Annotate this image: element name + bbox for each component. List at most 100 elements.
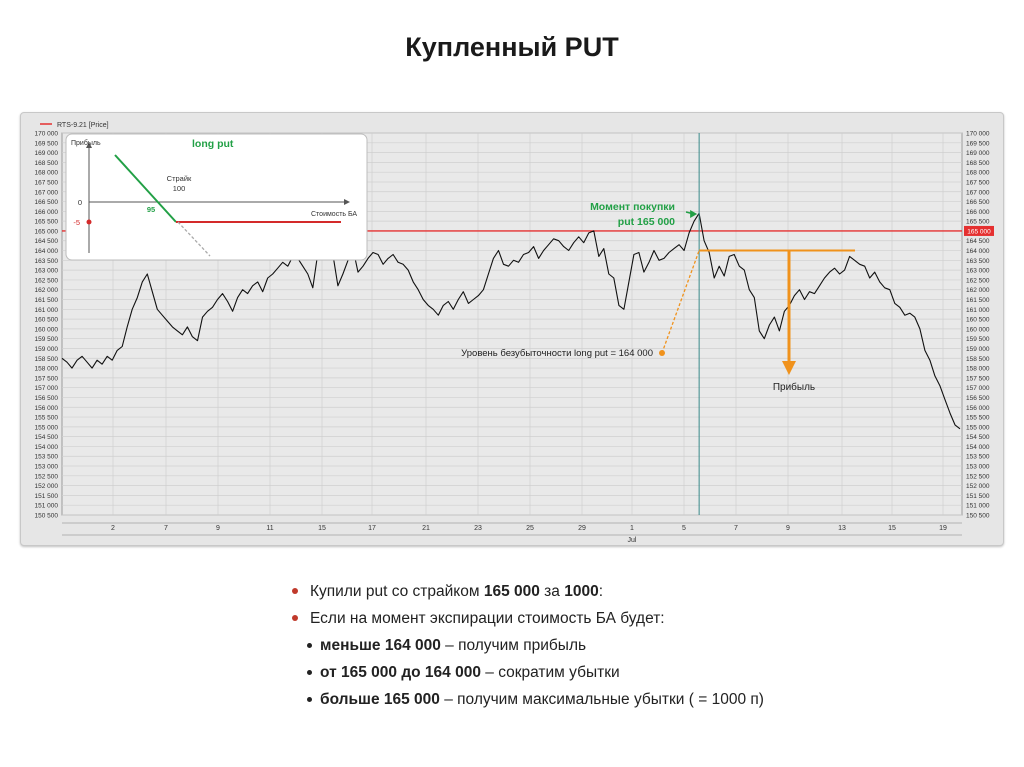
y-tick-label-right: 167 500 bbox=[966, 179, 990, 186]
y-tick-label-right: 158 500 bbox=[966, 356, 990, 363]
bullet-dot bbox=[292, 615, 298, 621]
y-tick-label-right: 160 500 bbox=[966, 317, 990, 324]
y-tick-label-right: 152 000 bbox=[966, 483, 990, 490]
y-tick-label-right: 162 500 bbox=[966, 277, 990, 284]
y-tick-label-left: 167 500 bbox=[35, 179, 59, 186]
bullet-text: 1000 bbox=[564, 583, 599, 600]
y-tick-label-left: 156 500 bbox=[35, 395, 59, 402]
y-tick-label-left: 152 000 bbox=[35, 483, 59, 490]
y-tick-label-right: 156 000 bbox=[966, 405, 990, 412]
x-tick-label: 1 bbox=[630, 525, 634, 532]
x-tick-label: 2 bbox=[111, 525, 115, 532]
profit-label: Прибыль bbox=[773, 381, 815, 393]
y-tick-label-left: 164 500 bbox=[35, 238, 59, 245]
inset-strike-value: 100 bbox=[173, 184, 186, 193]
y-tick-label-right: 163 500 bbox=[966, 258, 990, 265]
bullet-text: – получим максимальные убытки ( = 1000 п… bbox=[439, 691, 764, 708]
x-tick-label: 15 bbox=[318, 525, 326, 532]
y-tick-label-left: 150 500 bbox=[35, 513, 59, 520]
y-tick-label-right: 151 000 bbox=[966, 503, 990, 510]
inset-box bbox=[65, 133, 368, 261]
y-tick-label-right: 160 000 bbox=[966, 326, 990, 333]
y-tick-label-left: 168 000 bbox=[35, 170, 59, 177]
inset-title: long put bbox=[192, 138, 234, 150]
y-tick-label-right: 164 500 bbox=[966, 238, 990, 245]
y-tick-label-right: 168 500 bbox=[966, 160, 990, 167]
y-tick-label-left: 160 000 bbox=[35, 326, 59, 333]
inset-x-axis-arrow bbox=[344, 199, 350, 205]
x-tick-label: 9 bbox=[216, 525, 220, 532]
y-tick-label-left: 169 500 bbox=[35, 140, 59, 147]
y-tick-label-right: 163 000 bbox=[966, 268, 990, 275]
bullet-text: – сократим убытки bbox=[480, 664, 620, 681]
y-tick-label-right: 150 500 bbox=[966, 513, 990, 520]
bullet-text: – получим прибыль bbox=[440, 637, 587, 654]
y-tick-label-left: 157 000 bbox=[35, 385, 59, 392]
y-tick-label-right: 159 000 bbox=[966, 346, 990, 353]
y-tick-label-left: 159 500 bbox=[35, 336, 59, 343]
y-tick-label-right: 157 000 bbox=[966, 385, 990, 392]
inset-strike-label: Страйк bbox=[167, 174, 192, 183]
y-tick-label-right: 164 000 bbox=[966, 248, 990, 255]
y-tick-label-left: 159 000 bbox=[35, 346, 59, 353]
chart-panel: RTS-9.21 [Price] 170 000 170 000 169 500 169… bbox=[20, 112, 1004, 546]
y-tick-label-right: 167 000 bbox=[966, 189, 990, 196]
x-tick-label: 19 bbox=[939, 525, 947, 532]
y-tick-label-left: 167 000 bbox=[35, 189, 59, 196]
inset-dashed-extension bbox=[177, 221, 211, 257]
y-tick-label-left: 163 500 bbox=[35, 258, 59, 265]
y-tick-label-left: 169 000 bbox=[35, 150, 59, 157]
bullet-text: от 165 000 до 164 000 bbox=[320, 664, 481, 681]
x-tick-label: 9 bbox=[786, 525, 790, 532]
y-tick-label-right: 151 500 bbox=[966, 493, 990, 500]
y-tick-label-right: 169 500 bbox=[966, 140, 990, 147]
purchase-arrow-head bbox=[690, 210, 698, 218]
y-tick-label-right: 165 500 bbox=[966, 219, 990, 226]
y-tick-label-right: 155 000 bbox=[966, 424, 990, 431]
bullet-list: Купили put со страйком 165 000 за 1000: Е… bbox=[290, 578, 990, 713]
inset-premium-dot bbox=[86, 219, 92, 225]
inset-x-label: Стоимость БА bbox=[311, 211, 357, 218]
y-tick-label-left: 156 000 bbox=[35, 405, 59, 412]
bullet-dot bbox=[292, 588, 298, 594]
price-chart: RTS-9.21 [Price] 170 000 170 000 169 500 169… bbox=[35, 122, 994, 544]
y-tick-label-left: 164 000 bbox=[35, 248, 59, 255]
inset-breakeven-label: 95 bbox=[147, 205, 155, 214]
y-tick-label-left: 170 000 bbox=[35, 131, 59, 138]
y-tick-label-left: 165 500 bbox=[35, 219, 59, 226]
x-tick-label: 29 bbox=[578, 525, 586, 532]
inset-zero-label: 0 bbox=[78, 198, 82, 207]
bullet-text: меньше 164 000 bbox=[320, 637, 441, 654]
bullet-text: за bbox=[539, 583, 565, 600]
y-tick-label-left: 158 500 bbox=[35, 356, 59, 363]
x-tick-label: 5 bbox=[682, 525, 686, 532]
y-tick-label-right: 166 000 bbox=[966, 209, 990, 216]
y-tick-label-left: 151 500 bbox=[35, 493, 59, 500]
bullet-text: Если на момент экспирации стоимость БА б… bbox=[310, 610, 665, 627]
y-tick-label-left: 165 000 bbox=[35, 228, 59, 235]
y-tick-label-left: 163 000 bbox=[35, 268, 59, 275]
bullet-text: Купили put со страйком bbox=[310, 583, 484, 600]
price-line bbox=[61, 212, 961, 430]
bullet-item: от 165 000 до 164 000 – сократим убытки bbox=[290, 659, 990, 686]
y-tick-label-left: 154 500 bbox=[35, 434, 59, 441]
slide-title: Купленный PUT bbox=[405, 32, 619, 62]
inset-y-axis-arrow bbox=[86, 142, 92, 148]
y-tick-label-left: 157 500 bbox=[35, 375, 59, 382]
y-tick-label-left: 155 500 bbox=[35, 415, 59, 422]
x-tick-label: 7 bbox=[164, 525, 168, 532]
y-tick-label-left: 166 500 bbox=[35, 199, 59, 206]
y-tick-label-left: 153 500 bbox=[35, 454, 59, 461]
x-tick-label: 23 bbox=[474, 525, 482, 532]
breakeven-pointer bbox=[661, 250, 700, 354]
y-tick-label-left: 162 000 bbox=[35, 287, 59, 294]
x-tick-label: 21 bbox=[422, 525, 430, 532]
y-tick-label-left: 151 000 bbox=[35, 503, 59, 510]
y-tick-label-left: 161 000 bbox=[35, 307, 59, 314]
x-month-label: Jul bbox=[628, 537, 637, 544]
y-tick-label-right: 155 500 bbox=[966, 415, 990, 422]
y-tick-label-left: 154 000 bbox=[35, 444, 59, 451]
y-tick-label-left: 155 000 bbox=[35, 424, 59, 431]
purchase-label-line2: put 165 000 bbox=[618, 216, 675, 228]
y-tick-label-left: 168 500 bbox=[35, 160, 59, 167]
